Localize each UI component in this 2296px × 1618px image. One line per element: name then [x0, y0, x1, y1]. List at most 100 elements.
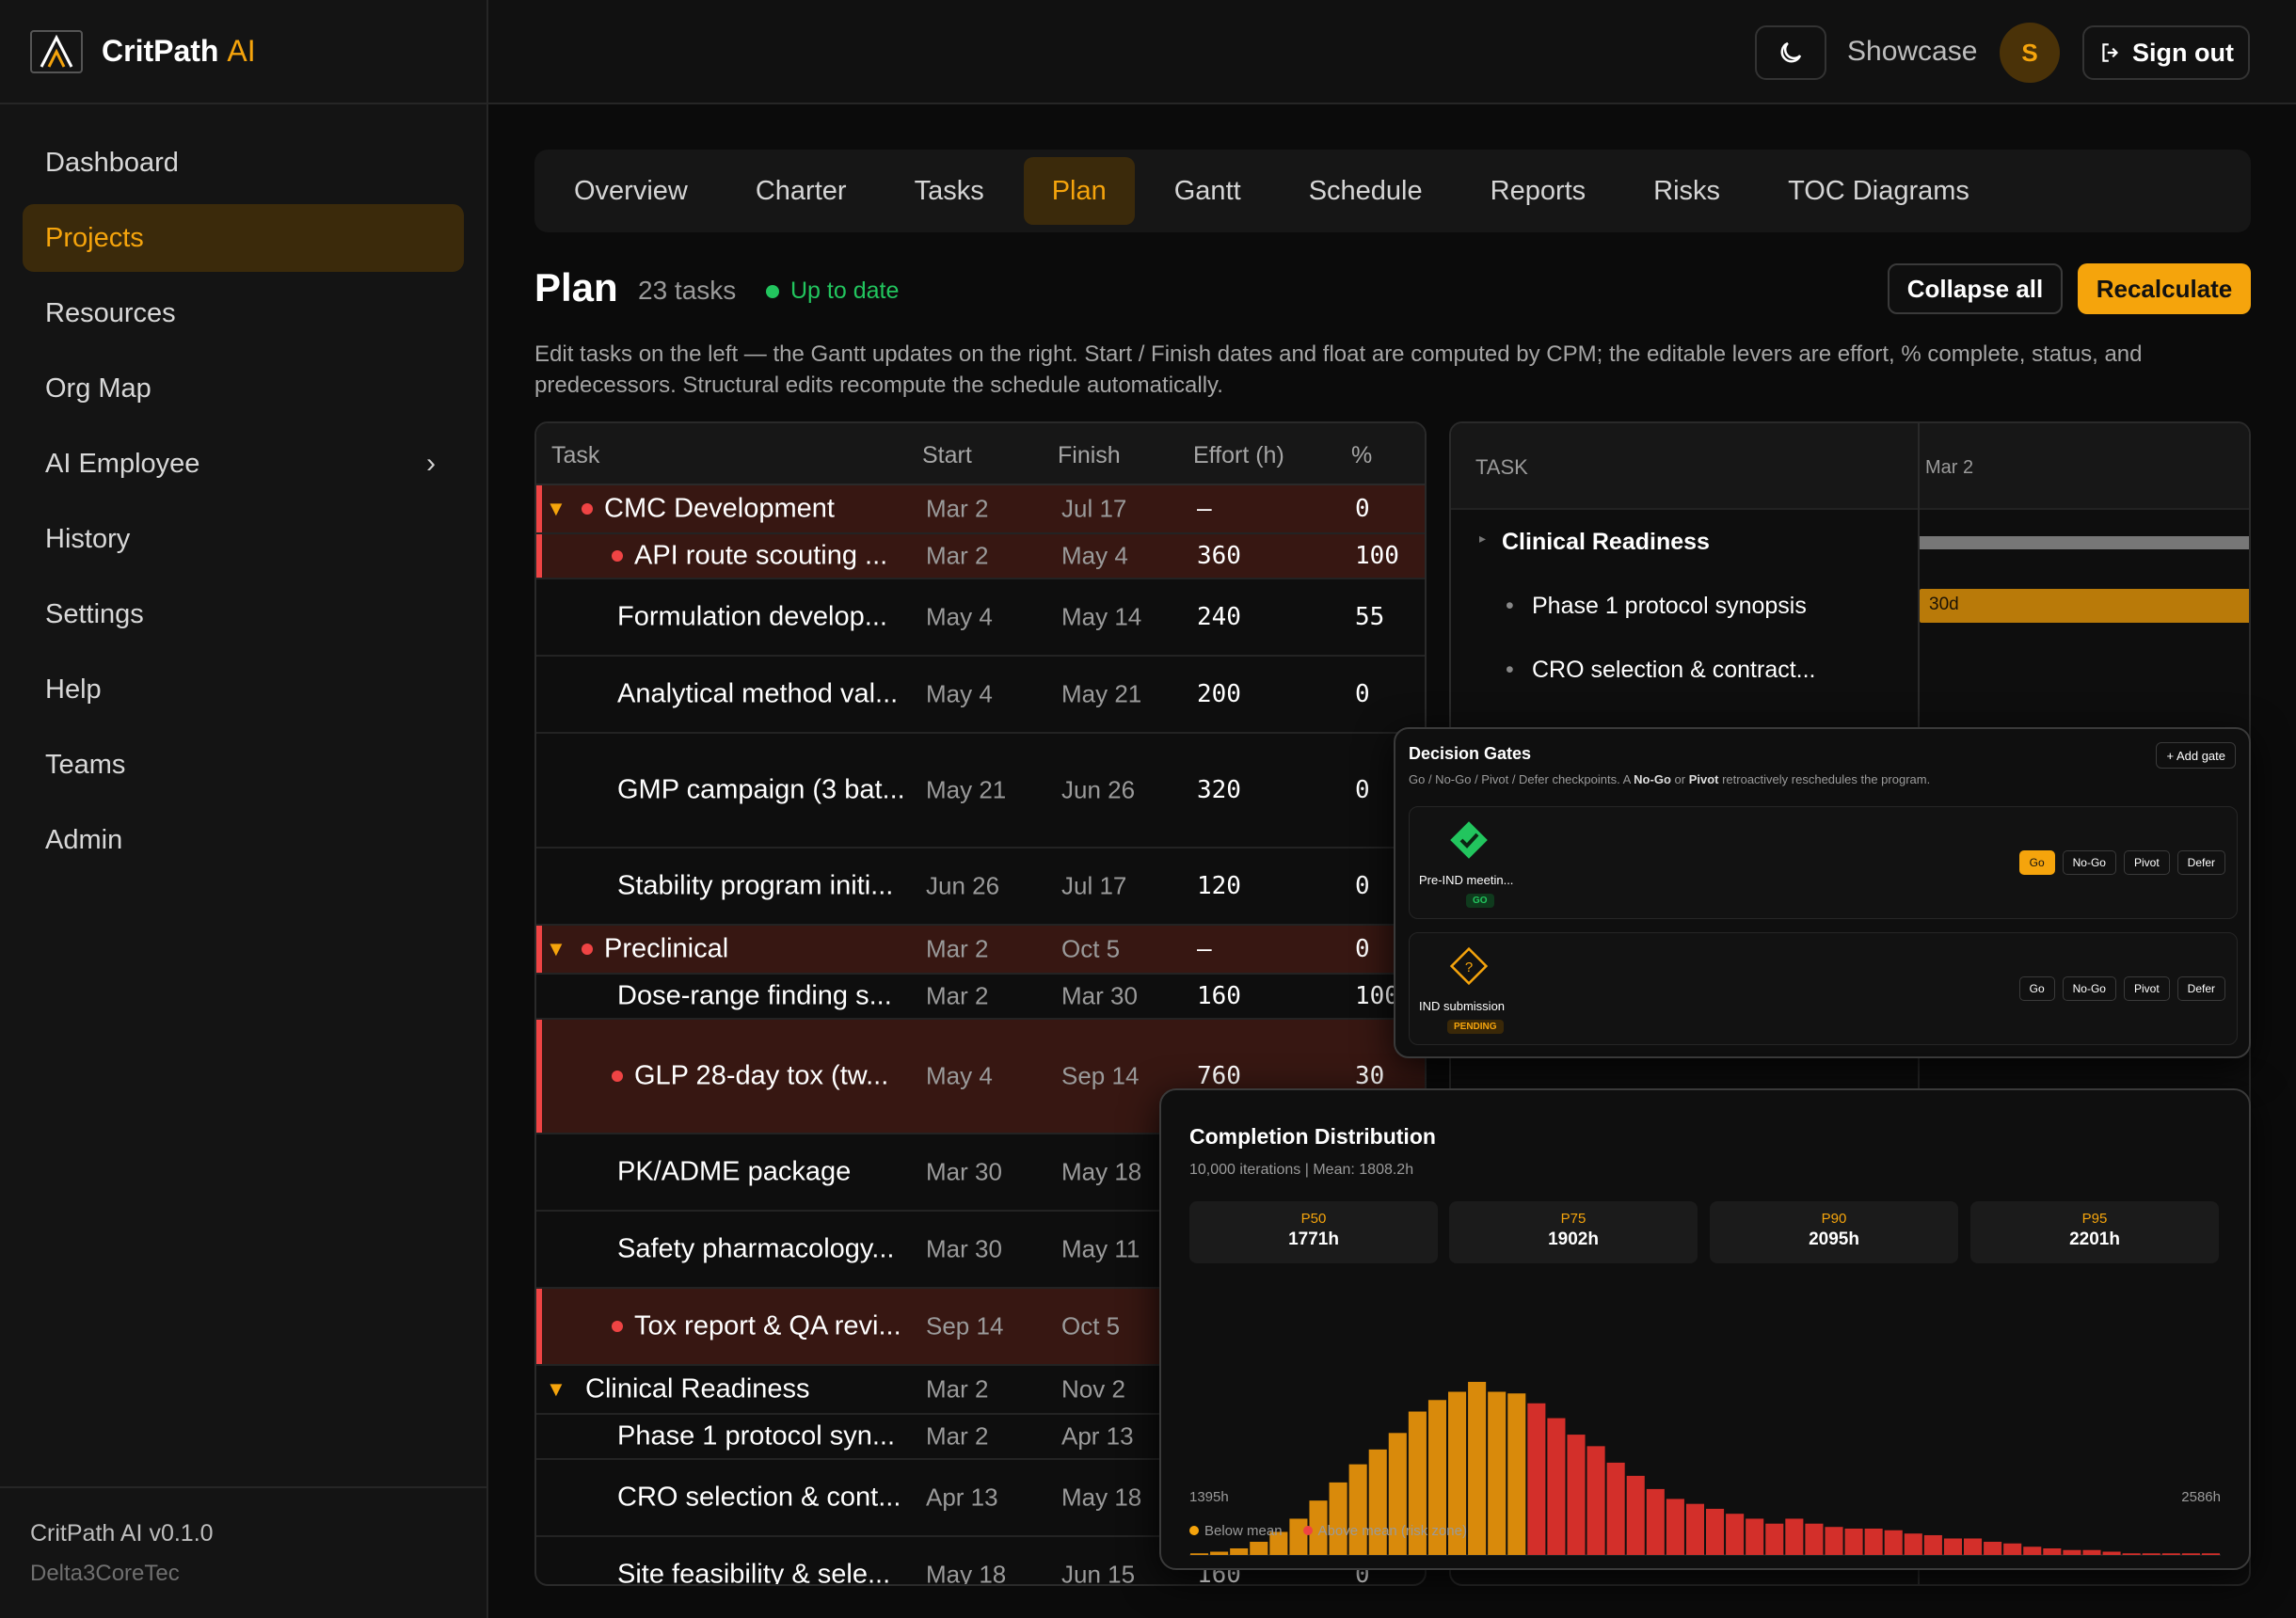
gantt-row-group[interactable]: ▸ Clinical Readiness: [1451, 512, 2249, 576]
task-percent[interactable]: 0: [1355, 872, 1370, 900]
collapse-triangle-icon[interactable]: ▼: [546, 497, 566, 520]
nav-item-ai-employee[interactable]: AI Employee ›: [23, 430, 464, 498]
tab-gantt[interactable]: Gantt: [1173, 175, 1241, 206]
table-row-group[interactable]: ▼ Clinical Readiness Mar 2 Nov 2: [536, 1366, 1425, 1415]
collapse-all-button[interactable]: Collapse all: [1888, 263, 2063, 314]
col-finish[interactable]: Finish: [1058, 442, 1121, 468]
task-name[interactable]: Formulation develop...: [617, 601, 887, 632]
gate-defer-button[interactable]: Defer: [2176, 976, 2225, 1001]
task-effort[interactable]: 200: [1197, 680, 1241, 708]
task-name[interactable]: API route scouting ...: [634, 540, 888, 571]
col-start[interactable]: Start: [922, 442, 972, 468]
expand-triangle-icon[interactable]: ▸: [1479, 531, 1487, 546]
gantt-row[interactable]: • Phase 1 protocol synopsis 30d: [1451, 576, 2249, 640]
collapse-triangle-icon[interactable]: ▼: [546, 1377, 566, 1401]
task-percent[interactable]: 0: [1355, 776, 1370, 804]
collapse-triangle-icon[interactable]: ▼: [546, 937, 566, 960]
sign-out-button[interactable]: Sign out: [2082, 25, 2250, 80]
nav-item-resources[interactable]: Resources: [45, 297, 176, 328]
table-row[interactable]: API route scouting ... Mar 2 May 4 360 1…: [536, 534, 1425, 579]
task-effort[interactable]: —: [1197, 935, 1212, 963]
task-name[interactable]: GMP campaign (3 bat...: [617, 774, 905, 805]
task-name[interactable]: Tox report & QA revi...: [634, 1310, 901, 1341]
gate-defer-button[interactable]: Defer: [2176, 850, 2225, 875]
task-effort[interactable]: 120: [1197, 872, 1241, 900]
table-row-group[interactable]: ▼ CMC Development Mar 2 Jul 17 — 0: [536, 485, 1425, 534]
tab-tasks[interactable]: Tasks: [914, 175, 984, 206]
gate-pivot-button[interactable]: Pivot: [2123, 976, 2170, 1001]
nav-item-admin[interactable]: Admin: [45, 824, 123, 855]
task-name[interactable]: Phase 1 protocol syn...: [617, 1420, 895, 1451]
nav-item-dashboard[interactable]: Dashboard: [45, 147, 179, 178]
table-row[interactable]: Safety pharmacology... Mar 30 May 11: [536, 1212, 1425, 1289]
task-effort[interactable]: 160: [1197, 982, 1241, 1010]
task-percent[interactable]: 0: [1355, 680, 1370, 708]
task-percent[interactable]: 30: [1355, 1062, 1385, 1090]
table-row[interactable]: Formulation develop... May 4 May 14 240 …: [536, 579, 1425, 657]
task-percent[interactable]: 0: [1355, 495, 1370, 523]
tab-toc-diagrams[interactable]: TOC Diagrams: [1788, 175, 1969, 206]
col-percent[interactable]: %: [1351, 442, 1373, 468]
tab-overview[interactable]: Overview: [574, 175, 688, 206]
task-effort[interactable]: —: [1197, 495, 1212, 523]
task-percent[interactable]: 0: [1355, 935, 1370, 963]
gate-no-go-button[interactable]: No-Go: [2062, 850, 2116, 875]
task-name[interactable]: Dose-range finding s...: [617, 980, 892, 1011]
workspace-label[interactable]: Showcase: [1847, 36, 1978, 67]
nav-item-history[interactable]: History: [45, 523, 131, 554]
task-percent[interactable]: 100: [1355, 982, 1399, 1010]
gantt-task-bar[interactable]: 30d: [1920, 589, 2249, 623]
task-effort[interactable]: 760: [1197, 1062, 1241, 1090]
brand[interactable]: CritPath AI: [0, 0, 486, 104]
table-row[interactable]: Phase 1 protocol syn... Mar 2 Apr 13: [536, 1415, 1425, 1460]
task-effort[interactable]: 360: [1197, 542, 1241, 570]
table-row[interactable]: CRO selection & cont... Apr 13 May 18: [536, 1460, 1425, 1537]
task-percent[interactable]: 55: [1355, 603, 1385, 631]
table-row-group[interactable]: ▼ Preclinical Mar 2 Oct 5 — 0: [536, 926, 1425, 975]
table-row[interactable]: Site feasibility & sele... May 18 Jun 15…: [536, 1537, 1425, 1586]
nav-item-help[interactable]: Help: [45, 674, 102, 705]
task-effort[interactable]: 320: [1197, 776, 1241, 804]
nav-item-settings[interactable]: Settings: [45, 598, 144, 629]
add-gate-button[interactable]: + Add gate: [2156, 742, 2236, 769]
tab-charter[interactable]: Charter: [755, 175, 847, 206]
table-row[interactable]: Stability program initi... Jun 26 Jul 17…: [536, 849, 1425, 926]
task-effort[interactable]: 240: [1197, 603, 1241, 631]
task-name[interactable]: PK/ADME package: [617, 1156, 852, 1187]
task-name[interactable]: CMC Development: [604, 493, 835, 524]
task-name[interactable]: GLP 28-day tox (tw...: [634, 1060, 889, 1091]
gate-pivot-button[interactable]: Pivot: [2123, 850, 2170, 875]
table-row[interactable]: Dose-range finding s... Mar 2 Mar 30 160…: [536, 975, 1425, 1020]
histogram-bar: [2181, 1553, 2200, 1555]
tab-reports[interactable]: Reports: [1490, 175, 1586, 206]
task-name[interactable]: Preclinical: [604, 933, 729, 964]
percentile-label: P90: [1821, 1211, 1847, 1227]
avatar[interactable]: S: [2000, 23, 2060, 83]
col-effort[interactable]: Effort (h): [1193, 442, 1284, 468]
table-row[interactable]: PK/ADME package Mar 30 May 18: [536, 1134, 1425, 1212]
theme-toggle-button[interactable]: [1755, 25, 1826, 80]
task-percent[interactable]: 100: [1355, 542, 1399, 570]
task-name[interactable]: CRO selection & cont...: [617, 1482, 901, 1513]
task-name[interactable]: Stability program initi...: [617, 870, 894, 901]
gate-go-button[interactable]: Go: [2018, 850, 2055, 875]
task-name[interactable]: Clinical Readiness: [585, 1373, 810, 1404]
gantt-row[interactable]: • CRO selection & contract...: [1451, 640, 2249, 704]
col-task[interactable]: Task: [551, 442, 600, 468]
table-row[interactable]: GMP campaign (3 bat... May 21 Jun 26 320…: [536, 734, 1425, 849]
gate-no-go-button[interactable]: No-Go: [2062, 976, 2116, 1001]
task-name[interactable]: Safety pharmacology...: [617, 1233, 895, 1264]
gantt-summary-bar[interactable]: [1920, 536, 2249, 549]
histogram-bar: [1250, 1541, 1268, 1555]
tab-risks[interactable]: Risks: [1653, 175, 1721, 206]
recalculate-button[interactable]: Recalculate: [2078, 263, 2251, 314]
task-name[interactable]: Site feasibility & sele...: [617, 1559, 891, 1586]
task-name[interactable]: Analytical method val...: [617, 678, 899, 709]
tab-plan[interactable]: Plan: [1023, 157, 1135, 225]
nav-item-org-map[interactable]: Org Map: [45, 373, 151, 404]
gate-go-button[interactable]: Go: [2018, 976, 2055, 1001]
table-row[interactable]: Analytical method val... May 4 May 21 20…: [536, 657, 1425, 734]
tab-schedule[interactable]: Schedule: [1308, 175, 1423, 206]
nav-item-projects[interactable]: Projects: [23, 204, 464, 272]
nav-item-teams[interactable]: Teams: [45, 749, 126, 780]
